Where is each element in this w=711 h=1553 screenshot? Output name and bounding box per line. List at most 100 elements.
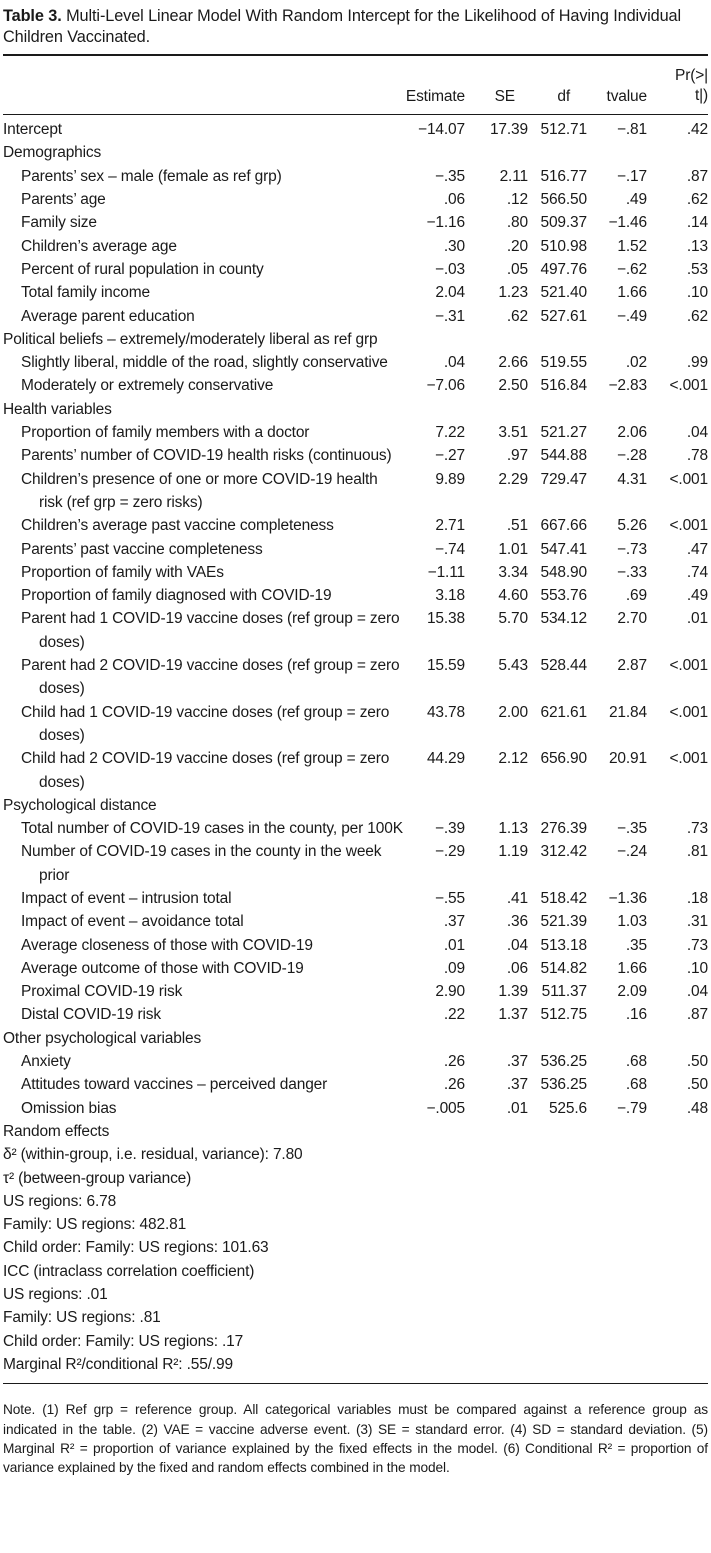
cell-estimate: 44.29 [426, 750, 465, 768]
table-row: Omission bias −.005 .01 525.6 −.79 .48 [3, 1097, 708, 1120]
cell-tvalue: 2.06 [617, 424, 647, 442]
row-label: Health variables [3, 400, 112, 418]
row-label: δ² (within-group, i.e. residual, varianc… [3, 1146, 303, 1164]
cell-tvalue: .35 [625, 936, 647, 954]
cell-tvalue: .49 [625, 191, 647, 209]
cell-pvalue: .18 [686, 889, 708, 907]
cell-df: 516.77 [540, 167, 587, 185]
table-row: Impact of event – intrusion total −.55 .… [3, 887, 708, 910]
row-label: Average parent education [21, 307, 195, 325]
table-row: Intercept −14.07 17.39 512.71 −.81 .42 [3, 118, 708, 141]
column-header-se: SE [494, 88, 516, 106]
cell-df: 276.39 [540, 820, 587, 838]
table-row: Impact of event – avoidance total .37 .3… [3, 910, 708, 933]
row-label: Parents’ age [21, 191, 106, 209]
table-row: Child order: Family: US regions: .17 [3, 1330, 708, 1353]
cell-estimate: −.03 [435, 260, 465, 278]
cell-pvalue: .42 [686, 121, 708, 139]
table-row: Family size −1.16 .80 509.37 −1.46 .14 [3, 211, 708, 234]
cell-estimate: .26 [443, 1053, 465, 1071]
row-label: Political beliefs – extremely/moderately… [3, 330, 378, 348]
cell-estimate: −.55 [435, 889, 465, 907]
cell-se: .37 [506, 1076, 528, 1094]
cell-df: 497.76 [540, 260, 587, 278]
cell-pvalue: <.001 [669, 703, 709, 721]
table-row: Proportion of family members with a doct… [3, 421, 708, 444]
cell-tvalue: −.33 [617, 563, 647, 581]
cell-df: 621.61 [540, 703, 587, 721]
cell-tvalue: .69 [625, 587, 647, 605]
table-row: Proportion of family diagnosed with COVI… [3, 584, 708, 607]
cell-tvalue: −.28 [617, 447, 647, 465]
column-header-row: Estimate SE df tvalue Pr(>| t|) [3, 56, 708, 114]
cell-tvalue: 1.66 [617, 284, 647, 302]
cell-df: 527.61 [540, 307, 587, 325]
cell-df: 548.90 [540, 563, 587, 581]
table-figure: Table 3. Multi-Level Linear Model With R… [3, 7, 708, 1475]
cell-tvalue: −.62 [617, 260, 647, 278]
table-row: US regions: .01 [3, 1283, 708, 1306]
table-row: δ² (within-group, i.e. residual, varianc… [3, 1143, 708, 1166]
table-row: Child had 2 COVID-19 vaccine doses (ref … [3, 747, 708, 794]
row-label: Total number of COVID-19 cases in the co… [21, 820, 403, 838]
cell-df: 534.12 [540, 610, 587, 628]
cell-pvalue: .13 [686, 237, 708, 255]
cell-estimate: −.31 [435, 307, 465, 325]
row-label: Child had 2 COVID-19 vaccine doses (ref … [21, 750, 390, 791]
cell-tvalue: 2.87 [617, 657, 647, 675]
row-label: Average closeness of those with COVID-19 [21, 936, 313, 954]
cell-pvalue: <.001 [669, 377, 709, 395]
table-row: Psychological distance [3, 794, 708, 817]
cell-pvalue: <.001 [669, 470, 709, 488]
cell-df: 516.84 [540, 377, 587, 395]
cell-estimate: 9.89 [435, 470, 465, 488]
cell-estimate: .37 [443, 913, 465, 931]
cell-estimate: −.39 [435, 820, 465, 838]
cell-tvalue: 2.70 [617, 610, 647, 628]
cell-pvalue: .48 [686, 1099, 708, 1117]
table-row: Distal COVID-19 risk .22 1.37 512.75 .16… [3, 1003, 708, 1026]
row-label: Parents’ past vaccine completeness [21, 540, 263, 558]
table-row: Family: US regions: .81 [3, 1306, 708, 1329]
row-label: Family size [21, 214, 97, 232]
table-row: Child order: Family: US regions: 101.63 [3, 1236, 708, 1259]
cell-estimate: .30 [443, 237, 465, 255]
cell-se: 3.34 [498, 563, 528, 581]
cell-df: 566.50 [540, 191, 587, 209]
column-header-pvalue-line1: Pr(>| [675, 67, 708, 85]
cell-pvalue: .50 [686, 1076, 708, 1094]
cell-df: 518.42 [540, 889, 587, 907]
cell-tvalue: 1.66 [617, 959, 647, 977]
cell-se: .04 [506, 936, 528, 954]
cell-tvalue: −.73 [617, 540, 647, 558]
table-row: Average outcome of those with COVID-19 .… [3, 957, 708, 980]
table-row: Parents’ sex – male (female as ref grp) … [3, 165, 708, 188]
cell-estimate: −.005 [426, 1099, 466, 1117]
cell-df: 553.76 [540, 587, 587, 605]
table-row: Average parent education −.31 .62 527.61… [3, 305, 708, 328]
cell-se: 2.12 [498, 750, 528, 768]
row-label: Distal COVID-19 risk [21, 1006, 161, 1024]
cell-df: 513.18 [540, 936, 587, 954]
table-body: Intercept −14.07 17.39 512.71 −.81 .42 D… [3, 115, 708, 1376]
row-label: US regions: .01 [3, 1286, 108, 1304]
table-row: Slightly liberal, middle of the road, sl… [3, 351, 708, 374]
cell-pvalue: .74 [686, 563, 708, 581]
cell-se: .36 [506, 913, 528, 931]
row-label: τ² (between-group variance) [3, 1169, 192, 1187]
cell-df: 536.25 [540, 1053, 587, 1071]
cell-df: 512.75 [540, 1006, 587, 1024]
row-label: Percent of rural population in county [21, 260, 264, 278]
cell-se: 1.39 [498, 983, 528, 1001]
cell-df: 521.39 [540, 913, 587, 931]
cell-df: 312.42 [540, 843, 587, 861]
cell-df: 509.37 [540, 214, 587, 232]
cell-tvalue: .16 [625, 1006, 647, 1024]
column-header-tvalue: tvalue [606, 88, 648, 106]
table-row: Political beliefs – extremely/moderately… [3, 328, 708, 351]
cell-se: .80 [506, 214, 528, 232]
cell-se: 17.39 [489, 121, 528, 139]
cell-estimate: −7.06 [426, 377, 466, 395]
table-row: US regions: 6.78 [3, 1190, 708, 1213]
cell-tvalue: 4.31 [617, 470, 647, 488]
